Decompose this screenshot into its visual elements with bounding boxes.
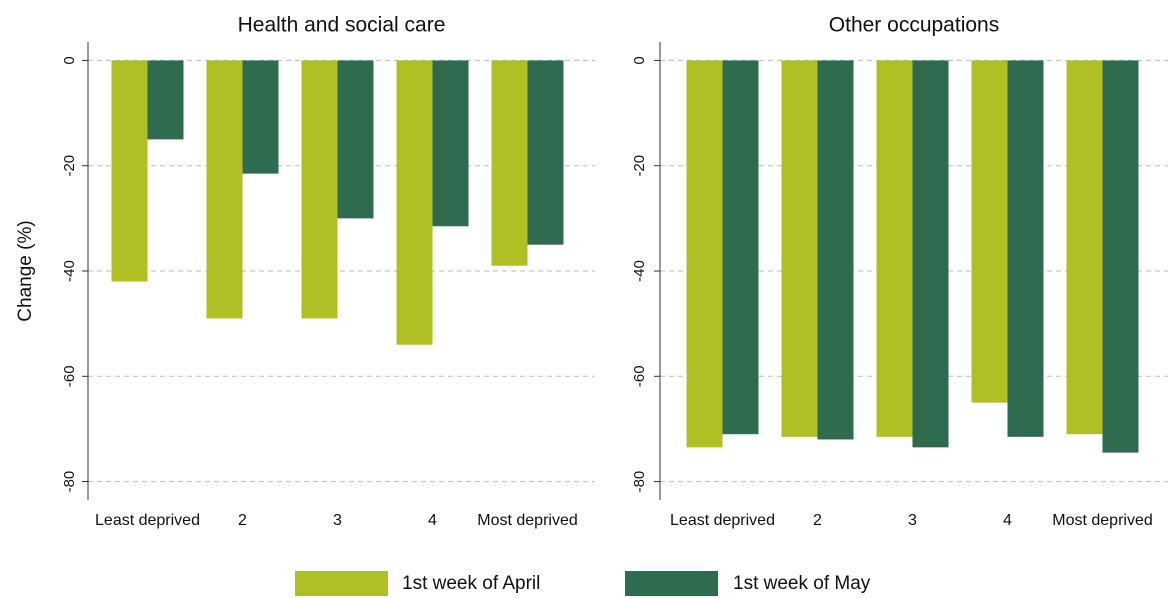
bar (206, 60, 243, 319)
y-tick-label: -40 (631, 260, 648, 282)
x-tick-label: 3 (333, 512, 342, 529)
x-tick-label: 4 (1003, 512, 1012, 529)
x-tick-label: Most deprived (477, 512, 578, 529)
y-tick-label: -80 (631, 471, 648, 493)
y-tick-label: 0 (631, 56, 648, 64)
bar (876, 60, 913, 437)
bar (491, 60, 528, 266)
legend-swatch (625, 571, 718, 596)
y-tick-label: -20 (61, 155, 78, 177)
panel-title: Other occupations (829, 14, 999, 37)
bar (242, 60, 279, 174)
bar (432, 60, 469, 227)
y-tick-label: -80 (61, 471, 78, 493)
x-tick-label: 2 (238, 512, 247, 529)
x-tick-label: Most deprived (1052, 512, 1153, 529)
y-axis-label: Change (%) (15, 220, 36, 321)
x-tick-label: Least deprived (670, 512, 775, 529)
y-tick-label: -60 (61, 365, 78, 387)
bar (1007, 60, 1044, 437)
bar (971, 60, 1008, 403)
bar (722, 60, 759, 435)
legend-label: 1st week of April (402, 573, 540, 594)
bar (912, 60, 949, 448)
y-tick-label: -40 (61, 260, 78, 282)
legend-label: 1st week of May (733, 573, 871, 594)
bar (781, 60, 818, 437)
x-tick-label: 2 (813, 512, 822, 529)
y-tick-label: 0 (61, 56, 78, 64)
bar (1066, 60, 1103, 435)
bar (147, 60, 184, 140)
x-tick-label: 3 (908, 512, 917, 529)
y-tick-label: -60 (631, 365, 648, 387)
bar (301, 60, 338, 319)
bar (337, 60, 374, 219)
bar (111, 60, 148, 282)
panel-title: Health and social care (238, 14, 446, 37)
bar (1102, 60, 1139, 453)
x-tick-label: Least deprived (95, 512, 200, 529)
legend-swatch (295, 571, 388, 596)
y-tick-label: -20 (631, 155, 648, 177)
x-tick-label: 4 (428, 512, 437, 529)
bar (396, 60, 433, 345)
bar (817, 60, 854, 440)
bar (686, 60, 723, 448)
bar (527, 60, 564, 245)
